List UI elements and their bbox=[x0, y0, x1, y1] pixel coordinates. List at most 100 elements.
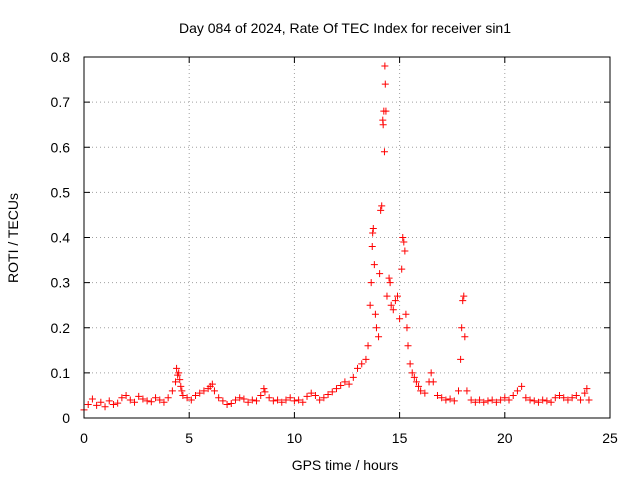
data-point bbox=[88, 395, 96, 403]
data-point bbox=[210, 387, 218, 395]
data-point bbox=[385, 274, 393, 282]
data-point bbox=[401, 247, 409, 255]
data-point bbox=[290, 397, 298, 405]
data-point bbox=[311, 391, 319, 399]
data-point bbox=[349, 373, 357, 381]
data-point bbox=[97, 398, 105, 406]
data-point bbox=[371, 310, 379, 318]
data-point bbox=[583, 385, 591, 393]
data-point bbox=[572, 391, 580, 399]
data-point bbox=[178, 387, 186, 395]
data-point bbox=[187, 396, 195, 404]
y-tick-label: 0.4 bbox=[51, 230, 71, 246]
data-points bbox=[80, 62, 593, 414]
data-point bbox=[513, 387, 521, 395]
data-point bbox=[547, 398, 555, 406]
data-point bbox=[406, 360, 414, 368]
data-point bbox=[484, 397, 492, 405]
plot-frame bbox=[83, 56, 611, 419]
data-point bbox=[332, 385, 340, 393]
data-point bbox=[109, 400, 117, 408]
data-point bbox=[480, 398, 488, 406]
data-point bbox=[366, 301, 374, 309]
data-point bbox=[236, 394, 244, 402]
data-point bbox=[375, 333, 383, 341]
axis-ticks bbox=[83, 56, 611, 419]
data-point bbox=[135, 392, 143, 400]
data-point bbox=[93, 401, 101, 409]
data-point bbox=[192, 391, 200, 399]
data-point bbox=[476, 396, 484, 404]
data-point bbox=[358, 360, 366, 368]
data-point bbox=[568, 394, 576, 402]
data-point bbox=[450, 397, 458, 405]
data-point bbox=[261, 388, 269, 396]
data-point bbox=[585, 396, 593, 404]
data-point bbox=[177, 382, 185, 390]
data-point bbox=[240, 395, 248, 403]
data-point bbox=[501, 394, 509, 402]
data-point bbox=[84, 400, 92, 408]
data-point bbox=[442, 396, 450, 404]
y-tick-label: 0 bbox=[62, 410, 70, 426]
data-point bbox=[337, 382, 345, 390]
y-tick-label: 0.5 bbox=[51, 184, 71, 200]
data-point bbox=[364, 342, 372, 350]
x-axis-label: GPS time / hours bbox=[292, 457, 399, 473]
data-point bbox=[328, 388, 336, 396]
data-point bbox=[176, 376, 184, 384]
data-point bbox=[367, 279, 375, 287]
data-point bbox=[488, 396, 496, 404]
data-point bbox=[164, 394, 172, 402]
x-tick-label: 15 bbox=[392, 430, 408, 446]
data-point bbox=[376, 270, 384, 278]
data-point bbox=[539, 396, 547, 404]
data-point bbox=[399, 234, 407, 241]
data-point bbox=[307, 389, 315, 397]
data-point bbox=[160, 398, 168, 406]
data-point bbox=[369, 229, 377, 237]
data-point bbox=[417, 387, 425, 395]
data-point bbox=[208, 380, 216, 388]
data-point bbox=[378, 202, 386, 210]
y-tick-label: 0.8 bbox=[51, 49, 71, 65]
data-point bbox=[412, 378, 420, 386]
data-point bbox=[402, 310, 410, 318]
data-point bbox=[427, 369, 435, 377]
data-point bbox=[260, 385, 268, 393]
grid-lines bbox=[84, 57, 610, 418]
data-point bbox=[114, 399, 122, 407]
x-tick-label: 0 bbox=[80, 430, 88, 446]
data-point bbox=[370, 261, 378, 269]
data-point bbox=[369, 224, 377, 232]
data-point bbox=[461, 333, 469, 341]
y-tick-label: 0.2 bbox=[51, 320, 71, 336]
data-point bbox=[362, 355, 370, 363]
data-point bbox=[505, 396, 513, 404]
y-tick-label: 0.7 bbox=[51, 94, 71, 110]
data-point bbox=[147, 398, 155, 406]
data-point bbox=[382, 107, 390, 115]
data-point bbox=[404, 342, 412, 350]
data-point bbox=[421, 389, 429, 397]
data-point bbox=[253, 397, 261, 405]
data-point bbox=[152, 394, 160, 402]
x-tick-label: 20 bbox=[497, 430, 513, 446]
data-point bbox=[581, 389, 589, 397]
data-point bbox=[377, 206, 385, 214]
data-point bbox=[219, 397, 227, 405]
data-point bbox=[156, 396, 164, 404]
data-point bbox=[196, 389, 204, 397]
data-point bbox=[408, 369, 416, 377]
data-point bbox=[372, 324, 380, 332]
data-point bbox=[509, 391, 517, 399]
data-point bbox=[459, 297, 467, 305]
data-point bbox=[354, 364, 362, 372]
x-tick-label: 25 bbox=[602, 430, 618, 446]
data-point bbox=[139, 395, 147, 403]
data-point bbox=[368, 243, 376, 251]
data-point bbox=[460, 292, 468, 300]
data-point bbox=[324, 391, 332, 399]
data-point bbox=[386, 279, 394, 287]
